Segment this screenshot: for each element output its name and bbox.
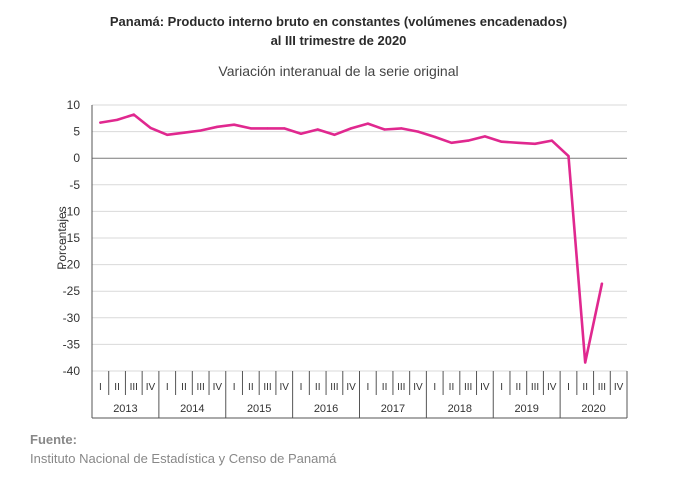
data-point — [533, 142, 537, 146]
data-point — [433, 135, 436, 139]
data-point — [283, 127, 286, 130]
quarter-label: I — [166, 382, 169, 393]
y-tick-label: -35 — [63, 337, 81, 351]
chart-title-line1: Panamá: Producto interno bruto en consta… — [109, 14, 568, 29]
quarter-label: IV — [146, 382, 156, 393]
gdp-growth-line — [99, 113, 604, 364]
quarter-label: II — [315, 382, 321, 393]
year-label: 2016 — [314, 403, 338, 415]
data-point — [182, 131, 186, 134]
year-label: 2019 — [514, 403, 538, 415]
quarter-label: III — [330, 382, 338, 393]
quarter-label: II — [382, 382, 388, 393]
data-point — [466, 139, 470, 142]
quarter-label: II — [181, 382, 187, 393]
quarter-label: I — [99, 382, 102, 393]
quarter-label: I — [233, 382, 236, 393]
quarter-label: IV — [413, 382, 423, 393]
quarter-label: IV — [280, 382, 290, 393]
quarter-label: II — [516, 382, 522, 393]
data-point — [266, 127, 269, 130]
y-tick-label: 10 — [67, 98, 81, 112]
y-tick-label: -25 — [63, 284, 81, 298]
y-tick-label: -10 — [63, 204, 81, 218]
y-tick-label: 0 — [73, 151, 80, 165]
data-point — [550, 139, 553, 142]
data-point — [99, 121, 102, 124]
quarter-label: III — [197, 382, 205, 393]
quarter-label: IV — [614, 382, 624, 393]
data-point — [416, 130, 420, 133]
data-point — [249, 127, 253, 130]
x-axis: I II III IV I II III IV I II III IV I II III IV I II III IV… — [91, 105, 628, 419]
y-axis-tick-labels: 10 5 0 -5 -10 -15 -20 -25 -30 -35 -40 — [63, 98, 81, 378]
y-axis-label: Porcentajes — [55, 206, 69, 269]
y-tick-label: -20 — [63, 258, 81, 272]
y-tick-label: -40 — [63, 364, 81, 378]
data-point — [500, 140, 503, 143]
y-tick-label: -30 — [63, 311, 81, 325]
series-line — [99, 113, 604, 364]
quarter-label: III — [263, 382, 271, 393]
year-label: 2017 — [381, 403, 405, 415]
quarter-label: III — [130, 382, 138, 393]
y-tick-label: 5 — [73, 125, 80, 139]
data-point — [366, 122, 370, 125]
data-point — [400, 127, 403, 130]
data-point — [450, 141, 453, 144]
chart-subtitle: Variación interanual de la serie origina… — [218, 63, 459, 79]
quarter-label: III — [464, 382, 472, 393]
quarter-label: III — [598, 382, 606, 393]
data-point — [216, 125, 219, 129]
year-label: 2018 — [448, 403, 472, 415]
year-label: 2015 — [247, 403, 271, 415]
data-point — [299, 132, 303, 135]
quarter-label: II — [582, 382, 588, 393]
quarter-label: IV — [547, 382, 557, 393]
quarter-label: III — [397, 382, 405, 393]
y-tick-label: -15 — [63, 231, 81, 245]
data-point — [600, 282, 604, 285]
quarter-label: I — [567, 382, 570, 393]
quarter-label: I — [433, 382, 436, 393]
data-point — [383, 128, 386, 131]
data-point — [349, 127, 353, 130]
year-label: 2020 — [581, 403, 605, 415]
data-point — [166, 133, 169, 136]
y-tick-label: -5 — [69, 178, 80, 192]
year-label: 2014 — [180, 403, 204, 415]
data-point — [149, 126, 152, 130]
quarter-label: IV — [480, 382, 490, 393]
data-point — [232, 123, 236, 126]
data-point — [316, 128, 319, 131]
source-label: Fuente: — [30, 432, 77, 447]
data-point — [199, 129, 202, 132]
data-point — [115, 118, 119, 122]
gridlines — [92, 104, 627, 372]
quarter-label: III — [531, 382, 539, 393]
data-point — [517, 141, 520, 144]
quarter-label: I — [500, 382, 503, 393]
data-point — [567, 154, 570, 158]
data-point — [483, 135, 487, 138]
quarter-label: II — [248, 382, 254, 393]
chart-title-line2: al III trimestre de 2020 — [270, 33, 407, 48]
quarter-label: I — [366, 382, 369, 393]
quarter-label: I — [300, 382, 303, 393]
source-text: Instituto Nacional de Estadística y Cens… — [30, 451, 337, 466]
quarter-label: IV — [346, 382, 356, 393]
quarter-label: II — [449, 382, 455, 393]
data-point — [584, 361, 587, 364]
quarter-label: IV — [213, 382, 223, 393]
year-label: 2013 — [113, 403, 137, 415]
data-point — [333, 133, 336, 136]
data-point — [132, 113, 135, 116]
quarter-label: II — [114, 382, 120, 393]
